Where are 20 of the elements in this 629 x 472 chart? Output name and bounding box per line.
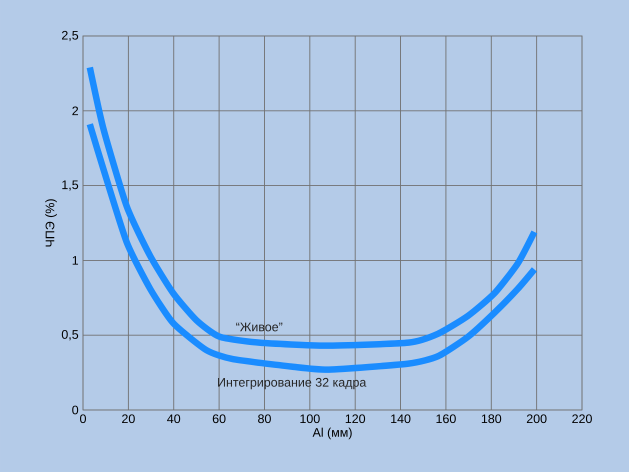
x-tick-label: 80 [258,414,271,424]
x-tick-label: 0 [80,414,86,424]
x-tick-label: 40 [167,414,180,424]
y-axis-title: ЧПЭ (%) [45,199,57,247]
x-tick-label: 60 [212,414,226,424]
y-tick-label: 0,5 [62,330,78,340]
x-tick-label: 20 [122,414,135,424]
x-tick-label: 180 [482,414,502,424]
y-tick-label: 1 [72,256,78,265]
y-tick-label: 0 [72,406,78,414]
x-axis-title: Al (мм) [312,428,352,440]
y-tick-label: 2,5 [62,30,78,42]
x-tick-label: 220 [572,414,592,424]
x-tick-label: 140 [391,414,410,424]
y-tick-label: 1,5 [62,180,78,191]
x-tick-label: 120 [346,414,366,424]
x-tick-label: 100 [300,414,320,424]
x-tick-label: 160 [436,414,456,424]
y-tick-label: 2 [72,106,78,116]
x-tick-label: 200 [526,414,547,424]
